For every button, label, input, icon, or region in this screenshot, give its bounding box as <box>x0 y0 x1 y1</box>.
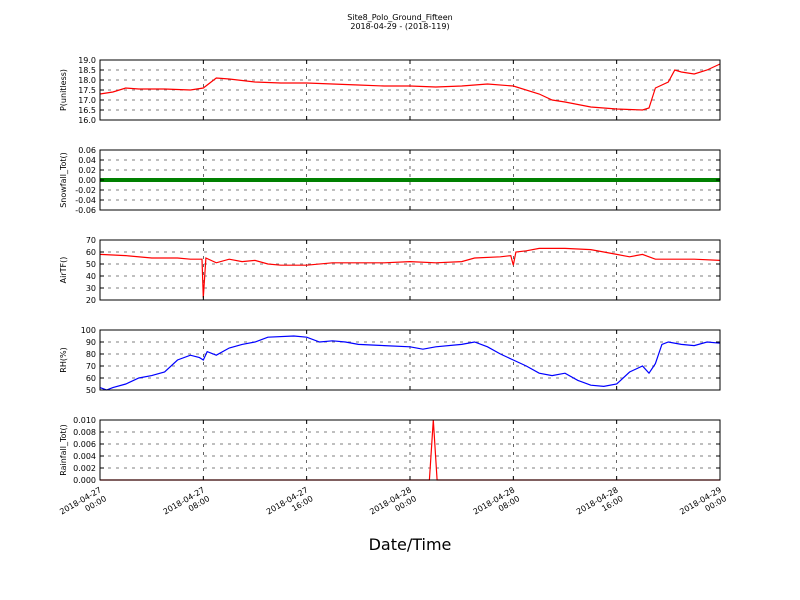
y-tick-label: 0.004 <box>73 452 96 461</box>
y-tick-label: -0.06 <box>75 206 96 215</box>
y-tick-label: 17.5 <box>78 86 96 95</box>
panel-3: 20 30 40 50 60 70 AirTF() <box>59 236 721 305</box>
y-tick-label: 18.5 <box>78 66 96 75</box>
chart-title: Site8_Polo_Ground_Fifteen <box>347 13 452 22</box>
y-tick-label: 100 <box>81 326 96 335</box>
panels-group: 16.016.517.017.518.018.519.0 P(unitless) -… <box>58 56 728 516</box>
y-tick-label: 70 <box>86 362 96 371</box>
y-axis-label: P(unitless) <box>59 69 68 111</box>
y-tick-label: 50 <box>86 260 96 269</box>
y-axis-label: Rainfall_Tot() <box>59 424 68 476</box>
y-tick-label: 50 <box>86 386 96 395</box>
y-tick-label: 70 <box>86 236 96 245</box>
y-tick-label: 17.0 <box>78 96 96 105</box>
y-tick-label: 0.010 <box>73 416 96 425</box>
y-tick-label: 80 <box>86 350 96 359</box>
y-tick-label: 16.0 <box>78 116 96 125</box>
y-tick-label: 0.06 <box>78 146 96 155</box>
y-tick-label: 19.0 <box>78 56 96 65</box>
series-line-3 <box>99 247 721 298</box>
y-axis-label: Snowfall_Tot() <box>59 152 68 208</box>
panel-5: 0.000 0.002 0.004 0.006 0.008 0.010 Rainfall_T… <box>59 416 721 485</box>
y-axis-label: AirTF() <box>59 257 68 284</box>
x-axis-label: Date/Time <box>369 535 452 554</box>
chart-subtitle: 2018-04-29 - (2018-119) <box>350 22 449 31</box>
y-tick-label: 0.000 <box>73 476 96 485</box>
y-tick-label: 0.04 <box>78 156 96 165</box>
y-tick-label: 0.002 <box>73 464 96 473</box>
panel-2: -0.06-0.04-0.020.000.020.040.06 Snowfall_… <box>59 146 721 215</box>
y-tick-label: 0.008 <box>73 428 96 437</box>
y-tick-label: 0.006 <box>73 440 96 449</box>
panel-1: 16.016.517.017.518.018.519.0 P(unitless) <box>59 56 721 125</box>
y-tick-label: 90 <box>86 338 96 347</box>
y-tick-label: 60 <box>86 374 96 383</box>
y-tick-label: 20 <box>86 296 96 305</box>
y-tick-label: -0.04 <box>75 196 96 205</box>
y-tick-label: 0.00 <box>78 176 96 185</box>
y-tick-label: -0.02 <box>75 186 96 195</box>
series-line-4 <box>99 335 721 391</box>
y-tick-label: 16.5 <box>78 106 96 115</box>
y-tick-label: 0.02 <box>78 166 96 175</box>
series-line-1 <box>99 63 721 111</box>
y-tick-label: 18.0 <box>78 76 96 85</box>
y-axis-label: RH(%) <box>59 347 68 372</box>
y-tick-label: 40 <box>86 272 96 281</box>
y-tick-label: 60 <box>86 248 96 257</box>
panel-4: 50 60 70 80 90 100 RH(%) <box>59 326 721 395</box>
y-tick-label: 30 <box>86 284 96 293</box>
